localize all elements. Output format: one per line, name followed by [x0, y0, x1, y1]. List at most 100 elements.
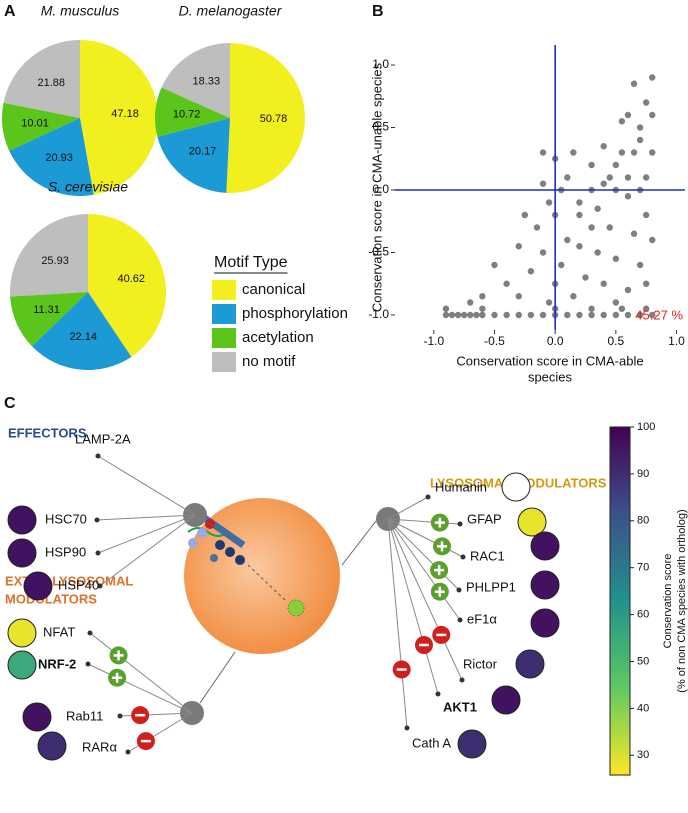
- anchor-dot: [404, 725, 410, 731]
- point: [491, 261, 498, 269]
- point: [491, 311, 498, 319]
- node-label: Cath A: [412, 735, 451, 750]
- node-label: HSP90: [45, 544, 86, 559]
- anchor-dot: [460, 554, 466, 560]
- legend-label: phosphorylation: [242, 305, 348, 322]
- connector: [199, 651, 236, 704]
- point: [618, 118, 626, 125]
- point: [630, 80, 638, 87]
- colorbar-tick-label: 90: [637, 468, 649, 480]
- conservation-node: [23, 571, 53, 601]
- point: [624, 111, 632, 119]
- point: [642, 211, 650, 219]
- point: [539, 249, 547, 256]
- point: [539, 311, 547, 319]
- point: [588, 224, 595, 231]
- node-label: HSP40: [58, 577, 99, 592]
- point: [636, 311, 644, 319]
- point: [642, 280, 650, 287]
- pie-slice: [80, 40, 159, 195]
- legend-swatch: [212, 328, 236, 348]
- point: [649, 149, 656, 156]
- group-title: MODULATORS: [5, 591, 97, 606]
- point: [539, 180, 547, 187]
- panel-label: A: [4, 3, 16, 20]
- point: [576, 243, 583, 250]
- pie-slice: [161, 43, 230, 118]
- group-title: EFFECTORS: [8, 425, 87, 440]
- point: [606, 224, 613, 231]
- node-label: AKT1: [443, 699, 477, 714]
- connector: [387, 518, 461, 621]
- x-tick-label: -1.0: [423, 334, 444, 348]
- anchor-dot: [97, 583, 103, 589]
- y-axis-label: Conservation score in CMA-unable species: [369, 62, 384, 312]
- slice-label: 10.72: [173, 108, 201, 120]
- point: [576, 211, 583, 219]
- pie-slice: [2, 102, 81, 151]
- slice-label: 20.17: [189, 146, 217, 158]
- conservation-node: [457, 729, 487, 759]
- connector: [387, 496, 429, 520]
- colorbar-label: (% of non CMA species with ortholog): [676, 509, 688, 692]
- pie-slice: [10, 292, 89, 347]
- conservation-node: [7, 618, 37, 648]
- point: [515, 293, 522, 300]
- point: [612, 161, 620, 169]
- point: [630, 230, 638, 237]
- legend-label: canonical: [242, 281, 305, 298]
- point: [612, 255, 620, 262]
- conservation-node: [491, 685, 521, 715]
- x-tick-label: 0.0: [547, 334, 564, 348]
- slice-label: 10.01: [21, 117, 49, 129]
- point: [467, 299, 474, 306]
- point: [570, 149, 577, 156]
- node-label: RARα: [82, 739, 117, 754]
- point: [636, 124, 644, 131]
- point: [467, 311, 474, 319]
- pie-title: D. melanogaster: [179, 3, 283, 19]
- pie-slice: [88, 214, 166, 357]
- conservation-node: [517, 507, 547, 537]
- connector: [387, 518, 463, 681]
- point: [564, 174, 571, 181]
- node-label: NFAT: [43, 624, 75, 639]
- node-label: eF1α: [467, 611, 497, 626]
- point: [600, 180, 607, 187]
- slice-label: 25.93: [41, 255, 69, 267]
- point: [545, 299, 553, 306]
- pie-title: M. musculus: [41, 3, 120, 19]
- y-tick-label: 0.0: [372, 182, 389, 196]
- point: [649, 311, 656, 319]
- point: [618, 149, 626, 156]
- pie-title: S. cerevisiae: [48, 179, 128, 195]
- slice-label: 50.78: [260, 113, 288, 125]
- point: [521, 211, 529, 219]
- legend-swatch: [212, 304, 236, 324]
- legend-title: Motif Type: [214, 254, 288, 271]
- annotation: 45.27 %: [635, 307, 683, 322]
- conservation-node: [530, 570, 560, 600]
- conservation-node: [7, 538, 37, 568]
- x-tick-label: 1.0: [668, 334, 685, 348]
- legend-swatch: [212, 280, 236, 300]
- slice-label: 40.62: [118, 273, 146, 285]
- x-axis-label: Conservation score in CMA-able: [456, 353, 643, 368]
- slice-label: 18.33: [193, 75, 221, 87]
- y-tick-label: 0.5: [372, 120, 389, 134]
- point: [442, 311, 450, 319]
- conservation-node: [530, 608, 560, 638]
- anchor-dot: [435, 691, 441, 697]
- connector: [89, 632, 193, 714]
- pie-slice: [31, 292, 132, 370]
- point: [624, 286, 632, 294]
- anchor-dot: [125, 749, 131, 755]
- conservation-node: [530, 531, 560, 561]
- connector: [387, 518, 464, 558]
- point: [527, 268, 535, 275]
- point: [539, 149, 547, 156]
- point: [612, 311, 620, 319]
- colorbar-tick-label: 60: [637, 609, 649, 621]
- panel-label: B: [372, 3, 384, 20]
- colorbar-tick-label: 80: [637, 515, 649, 527]
